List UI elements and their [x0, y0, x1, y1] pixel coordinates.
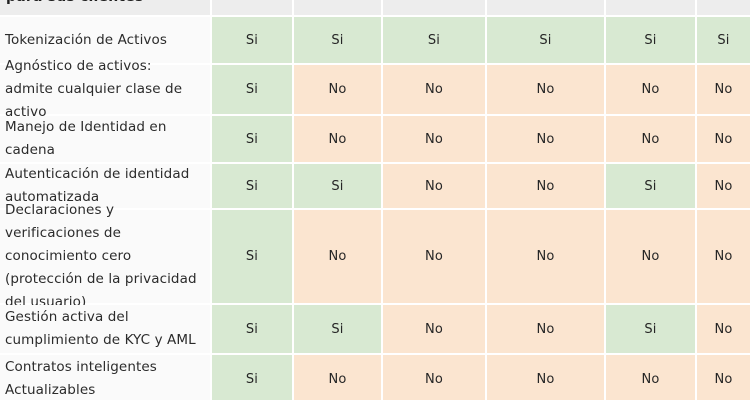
value-cell: Si: [212, 355, 292, 400]
value-cell: No: [697, 355, 750, 400]
value-cell: Si: [212, 210, 292, 303]
value-cell: No: [487, 164, 604, 208]
value-cell: Si: [383, 17, 485, 63]
value-cell: No: [697, 210, 750, 303]
table-row: Contratos inteligentes Actualizables Si …: [0, 355, 750, 400]
column-header: [212, 0, 292, 15]
value-cell: No: [697, 305, 750, 353]
value-cell: Si: [606, 305, 695, 353]
feature-label: Gestión activa del cumplimiento de KYC y…: [0, 305, 210, 353]
feature-label: Contratos inteligentes Actualizables: [0, 355, 210, 400]
value-cell: No: [606, 355, 695, 400]
table-title-cell: para sus clientes: [0, 0, 210, 15]
value-cell: No: [697, 65, 750, 114]
column-header: [294, 0, 381, 15]
table-row: Agnóstico de activos: admite cualquier c…: [0, 58, 750, 120]
value-cell: No: [697, 164, 750, 208]
value-cell: No: [606, 65, 695, 114]
feature-label: Tokenización de Activos: [0, 17, 210, 63]
value-cell: Si: [294, 164, 381, 208]
clipped-table-title: para sus clientes: [6, 0, 143, 5]
value-cell: Si: [606, 17, 695, 63]
value-cell: No: [383, 116, 485, 162]
value-cell: Si: [697, 17, 750, 63]
value-cell: No: [294, 116, 381, 162]
feature-label: Agnóstico de activos: admite cualquier c…: [0, 58, 210, 120]
value-cell: Si: [606, 164, 695, 208]
table-header-row: para sus clientes: [0, 0, 750, 15]
value-cell: No: [383, 305, 485, 353]
value-cell: No: [294, 65, 381, 114]
value-cell: No: [294, 355, 381, 400]
table-row: Declaraciones y verificaciones de conoci…: [0, 202, 750, 310]
value-cell: No: [383, 164, 485, 208]
value-cell: Si: [212, 65, 292, 114]
value-cell: No: [487, 65, 604, 114]
table-row: Autenticación de identidad automatizada …: [0, 164, 750, 208]
value-cell: No: [487, 116, 604, 162]
value-cell: Si: [294, 17, 381, 63]
value-cell: Si: [487, 17, 604, 63]
value-cell: No: [487, 210, 604, 303]
table-row: Tokenización de Activos Si Si Si Si Si S…: [0, 17, 750, 63]
value-cell: No: [487, 305, 604, 353]
value-cell: Si: [294, 305, 381, 353]
value-cell: No: [697, 116, 750, 162]
column-header: [606, 0, 695, 15]
table-row: Gestión activa del cumplimiento de KYC y…: [0, 305, 750, 353]
column-header: [487, 0, 604, 15]
column-header: [697, 0, 750, 15]
value-cell: No: [606, 210, 695, 303]
feature-label: Declaraciones y verificaciones de conoci…: [0, 202, 210, 310]
feature-label: Autenticación de identidad automatizada: [0, 164, 210, 208]
value-cell: Si: [212, 305, 292, 353]
value-cell: Si: [212, 17, 292, 63]
value-cell: No: [383, 355, 485, 400]
value-cell: Si: [212, 116, 292, 162]
feature-label: Manejo de Identidad en cadena: [0, 116, 210, 162]
value-cell: No: [383, 65, 485, 114]
value-cell: No: [487, 355, 604, 400]
value-cell: No: [383, 210, 485, 303]
value-cell: No: [294, 210, 381, 303]
value-cell: No: [606, 116, 695, 162]
column-header: [383, 0, 485, 15]
table-row: Manejo de Identidad en cadena Si No No N…: [0, 116, 750, 162]
value-cell: Si: [212, 164, 292, 208]
